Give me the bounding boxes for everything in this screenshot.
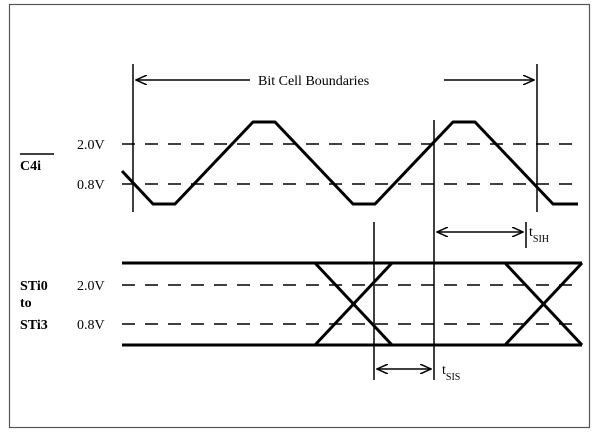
clock-signal-name: C4i bbox=[20, 159, 41, 174]
data-signal-name-1: STi0 bbox=[20, 279, 48, 294]
hold-time-base: t bbox=[529, 225, 533, 240]
data-signal-name-3: STi3 bbox=[20, 318, 48, 333]
bit-cell-boundaries-label: Bit Cell Boundaries bbox=[258, 74, 369, 89]
data-low-level: 0.8V bbox=[77, 318, 105, 333]
data-transition-2b bbox=[503, 261, 584, 347]
diagram-frame bbox=[8, 3, 591, 429]
hold-time-sub: SIH bbox=[533, 234, 549, 245]
clock-low-level: 0.8V bbox=[77, 178, 105, 193]
data-transition-1b bbox=[313, 261, 394, 347]
clock-waveform bbox=[120, 120, 578, 206]
setup-time-base: t bbox=[442, 363, 446, 378]
setup-time-label: tSIS bbox=[442, 363, 460, 383]
clock-high-level: 2.0V bbox=[77, 138, 105, 153]
hold-time-label: tSIH bbox=[529, 225, 549, 245]
setup-time-sub: SIS bbox=[446, 372, 460, 383]
data-signal-name-2: to bbox=[20, 296, 32, 311]
data-high-level: 2.0V bbox=[77, 279, 105, 294]
